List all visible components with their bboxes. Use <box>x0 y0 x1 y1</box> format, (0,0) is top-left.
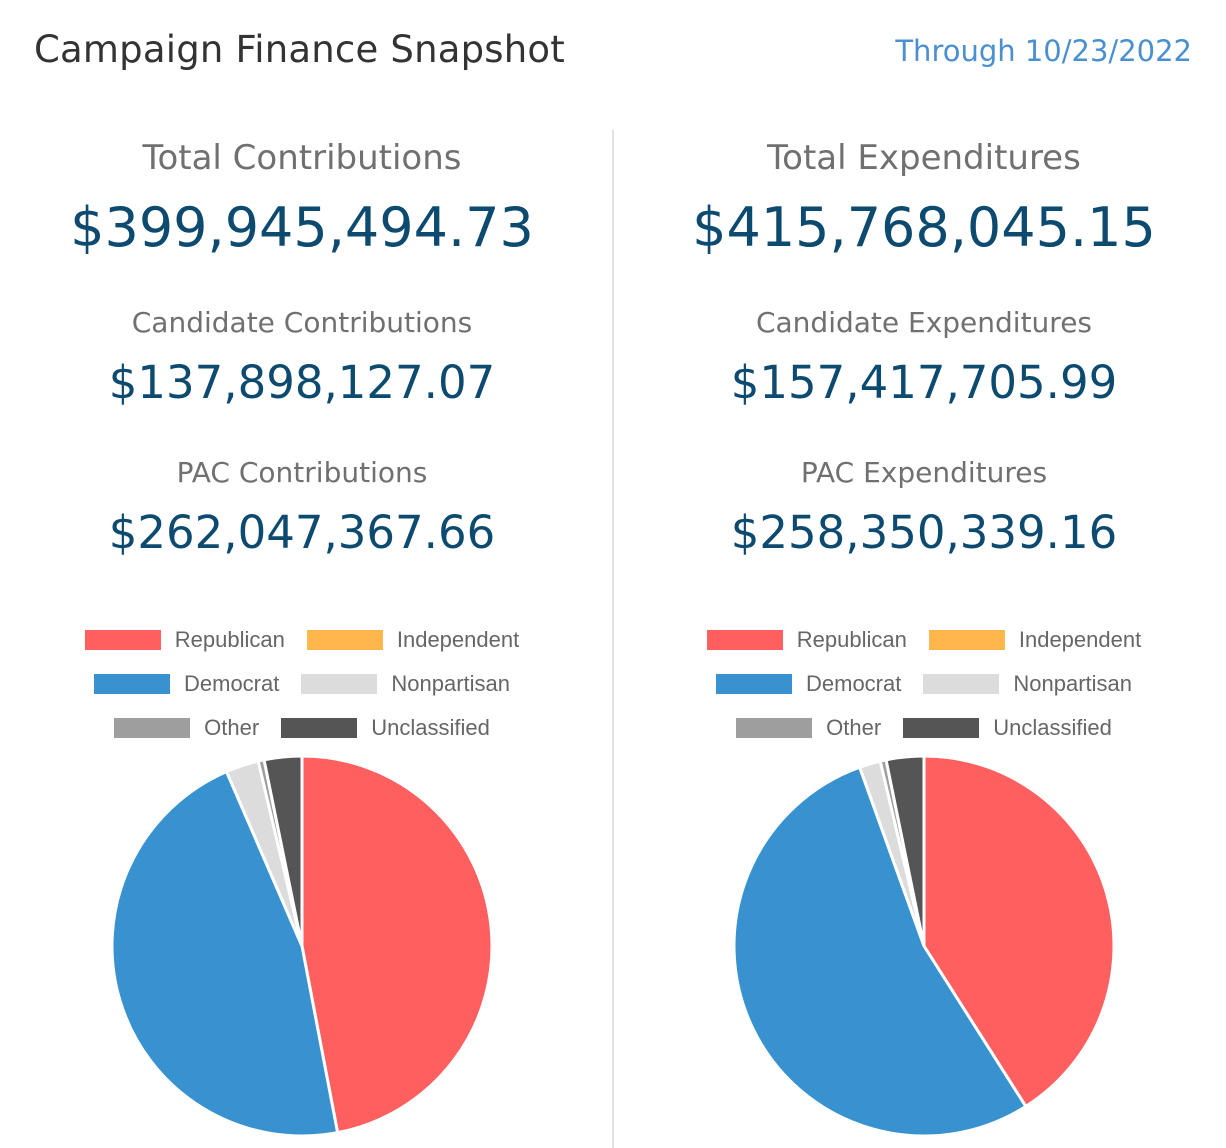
pac-contributions-value: $262,047,367.66 <box>108 506 496 559</box>
contributions-pie-svg <box>110 754 494 1138</box>
legend-swatch-democrat <box>716 674 792 694</box>
legend-label: Republican <box>174 627 285 652</box>
legend-swatch-independent <box>306 630 383 650</box>
legend-label: Unclassified <box>371 715 490 740</box>
total-contributions-value: $399,945,494.73 <box>70 196 534 259</box>
candidate-expenditures-value: $157,417,705.99 <box>730 356 1118 409</box>
expenditures-pie-svg <box>732 754 1116 1138</box>
pie-slice-republican[interactable] <box>300 754 494 1135</box>
legend-label: Republican <box>796 627 907 652</box>
legend-label: Other <box>826 715 882 740</box>
total-contributions-label: Total Contributions <box>142 138 462 178</box>
total-expenditures-label: Total Expenditures <box>767 138 1081 178</box>
pac-expenditures-value: $258,350,339.16 <box>730 506 1118 559</box>
expenditures-legend: Republican Independent Democrat Nonparti… <box>622 618 1226 750</box>
legend-label: Unclassified <box>993 715 1112 740</box>
total-expenditures-value: $415,768,045.15 <box>692 196 1156 259</box>
pie-slice-democrat[interactable] <box>110 770 340 1138</box>
pie-slice-democrat[interactable] <box>732 765 1028 1138</box>
legend-label: Other <box>204 715 260 740</box>
legend-item-democrat[interactable]: Democrat <box>716 671 901 697</box>
expenditures-pie-chart <box>724 746 1124 1146</box>
legend-swatch-nonpartisan <box>923 674 1000 694</box>
contributions-legend: Republican Independent Democrat Nonparti… <box>0 618 604 750</box>
legend-item-independent[interactable]: Independent <box>928 627 1142 653</box>
candidate-contributions-label: Candidate Contributions <box>131 306 473 339</box>
legend-swatch-other <box>736 718 813 738</box>
legend-swatch-independent <box>928 630 1005 650</box>
expenditures-panel: Total Expenditures $415,768,045.15 Candi… <box>622 130 1226 1148</box>
legend-label: Independent <box>396 627 520 652</box>
legend-swatch-nonpartisan <box>301 674 378 694</box>
legend-swatch-other <box>114 718 191 738</box>
legend-swatch-democrat <box>94 674 170 694</box>
legend-item-republican[interactable]: Republican <box>706 627 907 653</box>
legend-item-republican[interactable]: Republican <box>84 627 285 653</box>
panel-divider <box>612 130 614 1148</box>
pie-slice-unclassified[interactable] <box>884 754 926 948</box>
candidate-contributions-value: $137,898,127.07 <box>108 356 496 409</box>
legend-label: Democrat <box>184 671 280 696</box>
contributions-pie-chart <box>102 746 502 1146</box>
legend-item-other[interactable]: Other <box>736 715 881 741</box>
legend-swatch-republican <box>706 630 783 650</box>
legend-swatch-unclassified <box>903 718 980 738</box>
legend-swatch-unclassified <box>281 718 358 738</box>
legend-label: Nonpartisan <box>1013 671 1132 696</box>
legend-item-independent[interactable]: Independent <box>306 627 520 653</box>
legend-item-democrat[interactable]: Democrat <box>94 671 279 697</box>
pac-expenditures-label: PAC Expenditures <box>800 456 1048 489</box>
pac-contributions-label: PAC Contributions <box>176 456 428 489</box>
pie-slice-unclassified[interactable] <box>262 754 304 948</box>
legend-label: Democrat <box>806 671 902 696</box>
legend-swatch-republican <box>84 630 161 650</box>
page-title: Campaign Finance Snapshot <box>34 28 565 71</box>
legend-item-unclassified[interactable]: Unclassified <box>281 715 490 741</box>
legend-item-other[interactable]: Other <box>114 715 259 741</box>
contributions-panel: Total Contributions $399,945,494.73 Cand… <box>0 130 604 1148</box>
candidate-expenditures-label: Candidate Expenditures <box>755 306 1093 339</box>
legend-item-nonpartisan[interactable]: Nonpartisan <box>301 671 510 697</box>
through-date: Through 10/23/2022 <box>895 34 1192 68</box>
legend-label: Independent <box>1018 627 1142 652</box>
legend-item-unclassified[interactable]: Unclassified <box>903 715 1112 741</box>
legend-label: Nonpartisan <box>391 671 510 696</box>
legend-item-nonpartisan[interactable]: Nonpartisan <box>923 671 1132 697</box>
